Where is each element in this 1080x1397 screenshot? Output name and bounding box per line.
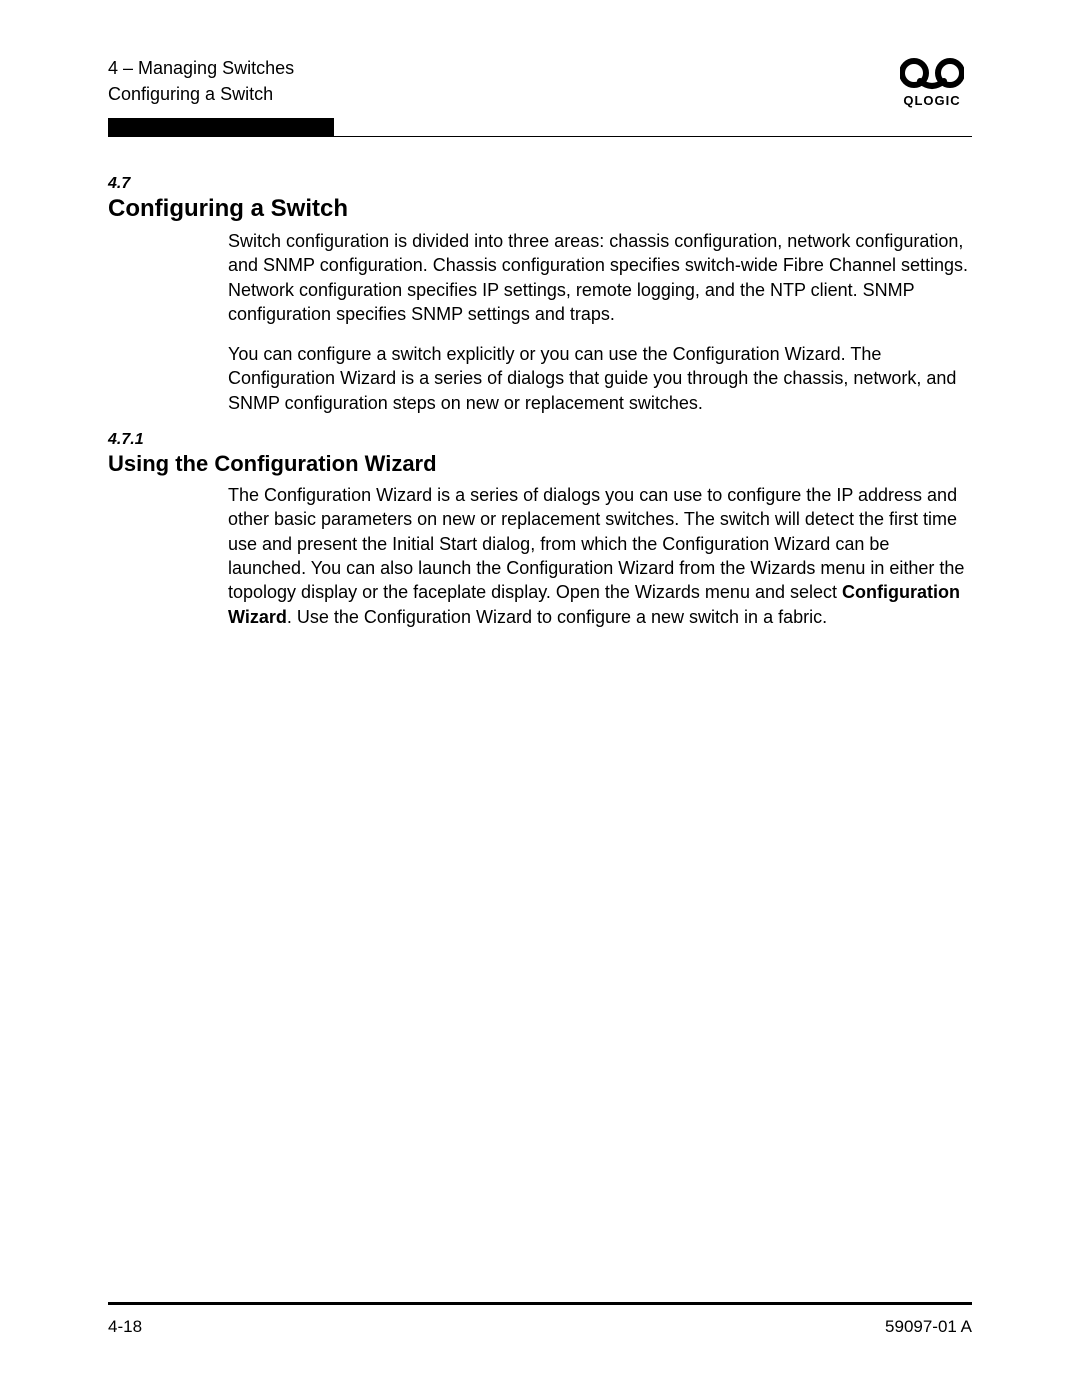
header-black-bar xyxy=(108,118,334,136)
brand-logo: QLOGIC xyxy=(892,55,972,108)
header-text: 4 – Managing Switches Configuring a Swit… xyxy=(108,55,294,107)
page-number: 4-18 xyxy=(108,1317,142,1337)
qlogic-icon xyxy=(900,55,964,91)
footer-rule xyxy=(108,1302,972,1305)
section-number: 4.7 xyxy=(108,175,972,193)
body-text: . Use the Configuration Wizard to config… xyxy=(287,607,827,627)
section-4-7: 4.7 Configuring a Switch Switch configur… xyxy=(108,175,972,415)
body-paragraph: The Configuration Wizard is a series of … xyxy=(228,483,972,629)
document-page: 4 – Managing Switches Configuring a Swit… xyxy=(0,0,1080,1397)
footer-row: 4-18 59097-01 A xyxy=(108,1317,972,1337)
section-4-7-1: 4.7.1 Using the Configuration Wizard The… xyxy=(108,431,972,629)
header-rule xyxy=(108,136,972,137)
document-number: 59097-01 A xyxy=(885,1317,972,1337)
body-paragraph: You can configure a switch explicitly or… xyxy=(228,342,972,415)
header-section: Configuring a Switch xyxy=(108,81,294,107)
section-heading: Configuring a Switch xyxy=(108,195,972,223)
body-paragraph: Switch configuration is divided into thr… xyxy=(228,229,972,326)
page-content: 4.7 Configuring a Switch Switch configur… xyxy=(108,175,972,629)
section-number: 4.7.1 xyxy=(108,431,972,449)
header-chapter: 4 – Managing Switches xyxy=(108,55,294,81)
brand-name: QLOGIC xyxy=(892,93,972,108)
page-header: 4 – Managing Switches Configuring a Swit… xyxy=(108,55,972,108)
page-footer: 4-18 59097-01 A xyxy=(108,1302,972,1337)
section-heading: Using the Configuration Wizard xyxy=(108,451,972,477)
